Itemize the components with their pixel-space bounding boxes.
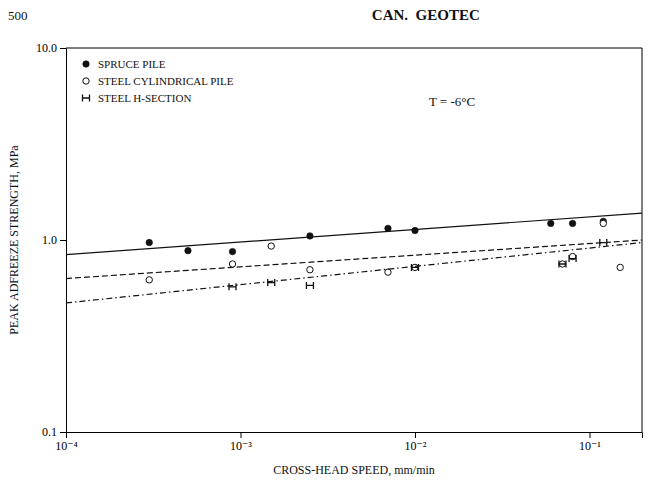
tick-mark — [240, 432, 241, 438]
chart: 10⁻⁴ 10⁻³ 10⁻² 10⁻¹ 0.1 1.0 10.0 SPRUCE PILE STE… — [0, 0, 664, 488]
point — [229, 248, 235, 254]
point-series — [229, 239, 607, 290]
x-axis-title: CROSS-HEAD SPEED, mm/min — [273, 463, 435, 477]
point — [617, 264, 623, 270]
point — [385, 269, 391, 275]
plot: 10⁻⁴ 10⁻³ 10⁻² 10⁻¹ 0.1 1.0 10.0 SPRUCE PILE STE… — [36, 41, 643, 452]
tick-label: 1.0 — [42, 233, 57, 247]
tick: 10⁻³ — [230, 432, 252, 453]
point — [411, 264, 418, 271]
point — [306, 282, 313, 289]
point — [569, 255, 576, 262]
point — [268, 243, 274, 249]
point — [146, 239, 152, 245]
tick-label: 10⁻⁴ — [55, 439, 78, 453]
tick-mark — [60, 432, 66, 433]
point — [412, 227, 418, 233]
tick: 10.0 — [36, 41, 66, 55]
point — [146, 277, 152, 283]
legend-symbol — [83, 78, 89, 84]
point — [548, 220, 554, 226]
point — [385, 225, 391, 231]
tick-label: 10⁻¹ — [579, 439, 601, 453]
fit-line — [66, 213, 642, 254]
axis-line — [67, 433, 643, 439]
frame-line — [66, 48, 642, 49]
legend-label: STEEL H-SECTION — [98, 92, 191, 104]
tick-mark — [415, 432, 416, 438]
point — [569, 220, 575, 226]
point — [185, 247, 191, 253]
subtitle: 500 — [8, 8, 28, 23]
title: CAN. GEOTEC — [372, 7, 480, 23]
legend-item: STEEL CYLINDRICAL PILE — [83, 75, 234, 87]
point — [268, 279, 275, 286]
marks — [66, 213, 642, 303]
y-axis-title: PEAK ADFREEZE STRENGTH, MPa — [7, 145, 21, 335]
legend-symbol — [83, 61, 89, 67]
point — [559, 260, 566, 267]
axis-line — [60, 49, 67, 433]
legend: SPRUCE PILE STEEL CYLINDRICAL PILE STEEL H… — [83, 58, 234, 104]
point — [559, 261, 565, 267]
legend-item: STEEL H-SECTION — [83, 92, 192, 104]
point — [229, 261, 235, 267]
legend-label: STEEL CYLINDRICAL PILE — [98, 75, 234, 87]
point — [600, 239, 607, 246]
tick: 10⁻¹ — [579, 432, 601, 453]
point — [307, 233, 313, 239]
tick-label: 10.0 — [36, 41, 57, 55]
tick: 0.1 — [42, 425, 66, 439]
point — [229, 283, 236, 290]
tick-mark — [589, 432, 590, 438]
x-axis: 10⁻⁴ 10⁻³ 10⁻² 10⁻¹ — [55, 432, 642, 453]
tick: 1.0 — [42, 233, 66, 247]
tick: 10⁻⁴ — [55, 432, 78, 453]
tick-mark — [60, 48, 66, 49]
tick-label: 10⁻² — [405, 439, 427, 453]
annotation: T = -6°C — [429, 94, 475, 109]
point — [307, 267, 313, 273]
point — [412, 264, 418, 270]
fit-line — [66, 243, 642, 303]
tick-label: 0.1 — [42, 425, 57, 439]
y-axis: 0.1 1.0 10.0 — [36, 41, 67, 439]
tick-label: 10⁻³ — [230, 439, 252, 453]
legend-symbol — [83, 95, 90, 102]
point — [600, 220, 606, 226]
fit-line — [66, 240, 642, 279]
tick: 10⁻² — [405, 432, 427, 453]
legend-label: SPRUCE PILE — [98, 58, 166, 70]
point-series — [146, 218, 606, 255]
tick-mark — [60, 240, 66, 241]
legend-item: SPRUCE PILE — [83, 58, 166, 70]
